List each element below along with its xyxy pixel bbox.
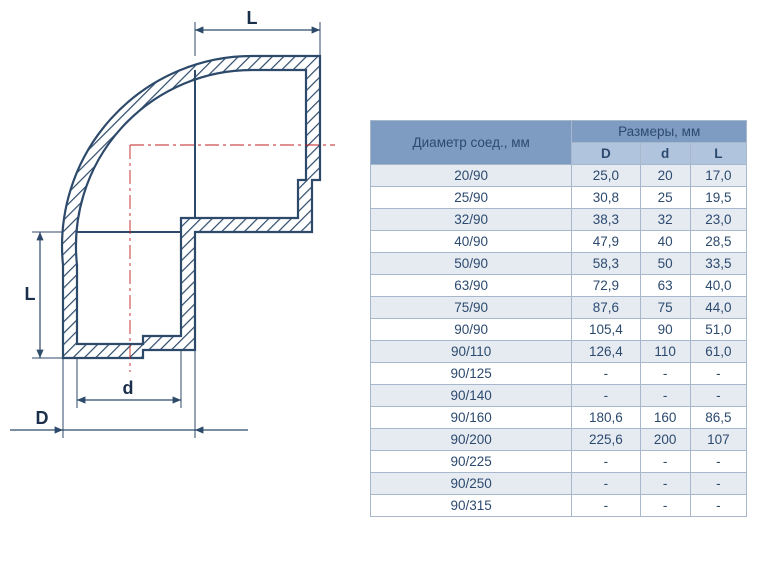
- table-cell: 180,6: [572, 407, 640, 429]
- table-cell: -: [690, 385, 746, 407]
- table-cell: 107: [690, 429, 746, 451]
- table-cell: 225,6: [572, 429, 640, 451]
- dimension-table: Диаметр соед., мм Размеры, мм DdL 20/902…: [370, 120, 747, 517]
- table-cell: -: [572, 451, 640, 473]
- table-cell: 33,5: [690, 253, 746, 275]
- table-cell: -: [572, 495, 640, 517]
- table-row: 32/9038,33223,0: [371, 209, 747, 231]
- table-cell: -: [640, 451, 690, 473]
- table-row: 25/9030,82519,5: [371, 187, 747, 209]
- table-cell: 126,4: [572, 341, 640, 363]
- table-cell: 90/110: [371, 341, 572, 363]
- table-row: 90/315---: [371, 495, 747, 517]
- table-cell: 32/90: [371, 209, 572, 231]
- table-cell: 51,0: [690, 319, 746, 341]
- table-cell: 90/90: [371, 319, 572, 341]
- table-row: 50/9058,35033,5: [371, 253, 747, 275]
- table-cell: 90/200: [371, 429, 572, 451]
- table-cell: 75: [640, 297, 690, 319]
- table-cell: -: [640, 363, 690, 385]
- table-cell: 19,5: [690, 187, 746, 209]
- table-cell: 58,3: [572, 253, 640, 275]
- table-row: 20/9025,02017,0: [371, 165, 747, 187]
- table-cell: -: [640, 385, 690, 407]
- table-row: 90/225---: [371, 451, 747, 473]
- table-cell: 90/315: [371, 495, 572, 517]
- table-row: 63/9072,96340,0: [371, 275, 747, 297]
- table-cell: 25,0: [572, 165, 640, 187]
- col-subheader-D: D: [572, 143, 640, 165]
- table-cell: 63/90: [371, 275, 572, 297]
- table-cell: 72,9: [572, 275, 640, 297]
- table-cell: 32: [640, 209, 690, 231]
- table-cell: 30,8: [572, 187, 640, 209]
- col-header-sizes: Размеры, мм: [572, 121, 747, 143]
- table-cell: 44,0: [690, 297, 746, 319]
- table-cell: -: [572, 385, 640, 407]
- table-cell: -: [690, 451, 746, 473]
- elbow-diagram: L L d D: [0, 0, 370, 440]
- table-cell: 110: [640, 341, 690, 363]
- table-cell: 50/90: [371, 253, 572, 275]
- table-row: 90/90105,49051,0: [371, 319, 747, 341]
- table-cell: -: [640, 473, 690, 495]
- table-row: 75/9087,67544,0: [371, 297, 747, 319]
- col-subheader-L: L: [690, 143, 746, 165]
- table-row: 90/110126,411061,0: [371, 341, 747, 363]
- table-cell: 160: [640, 407, 690, 429]
- table-cell: 90/125: [371, 363, 572, 385]
- table-cell: -: [690, 473, 746, 495]
- table-cell: 25/90: [371, 187, 572, 209]
- table-cell: 90/160: [371, 407, 572, 429]
- table-cell: 40,0: [690, 275, 746, 297]
- table-row: 90/125---: [371, 363, 747, 385]
- table-cell: 90/225: [371, 451, 572, 473]
- table-cell: 40/90: [371, 231, 572, 253]
- table-cell: 50: [640, 253, 690, 275]
- table-cell: 47,9: [572, 231, 640, 253]
- table-row: 90/140---: [371, 385, 747, 407]
- table-cell: 38,3: [572, 209, 640, 231]
- col-header-diameter: Диаметр соед., мм: [371, 121, 572, 165]
- table-cell: -: [572, 363, 640, 385]
- table-cell: 20: [640, 165, 690, 187]
- table-cell: 90: [640, 319, 690, 341]
- table-cell: 20/90: [371, 165, 572, 187]
- table-cell: 40: [640, 231, 690, 253]
- table-cell: -: [572, 473, 640, 495]
- table-cell: 23,0: [690, 209, 746, 231]
- table-cell: 75/90: [371, 297, 572, 319]
- label-D: D: [36, 408, 49, 428]
- table-cell: 86,5: [690, 407, 746, 429]
- label-d: d: [123, 378, 134, 398]
- table-cell: 28,5: [690, 231, 746, 253]
- table-cell: 90/140: [371, 385, 572, 407]
- table-cell: 87,6: [572, 297, 640, 319]
- table-cell: 25: [640, 187, 690, 209]
- dimension-L-left: L: [25, 232, 64, 358]
- table-cell: -: [640, 495, 690, 517]
- table-row: 40/9047,94028,5: [371, 231, 747, 253]
- table-row: 90/160180,616086,5: [371, 407, 747, 429]
- table-cell: 200: [640, 429, 690, 451]
- col-subheader-d: d: [640, 143, 690, 165]
- label-L-left: L: [25, 284, 36, 304]
- table-cell: -: [690, 363, 746, 385]
- elbow-body: [62, 56, 320, 358]
- table-cell: -: [690, 495, 746, 517]
- dimension-L-top: L: [195, 8, 320, 56]
- table-cell: 105,4: [572, 319, 640, 341]
- label-L-top: L: [247, 8, 258, 28]
- table-row: 90/200225,6200107: [371, 429, 747, 451]
- table-cell: 63: [640, 275, 690, 297]
- table-row: 90/250---: [371, 473, 747, 495]
- table-cell: 17,0: [690, 165, 746, 187]
- table-cell: 90/250: [371, 473, 572, 495]
- table-cell: 61,0: [690, 341, 746, 363]
